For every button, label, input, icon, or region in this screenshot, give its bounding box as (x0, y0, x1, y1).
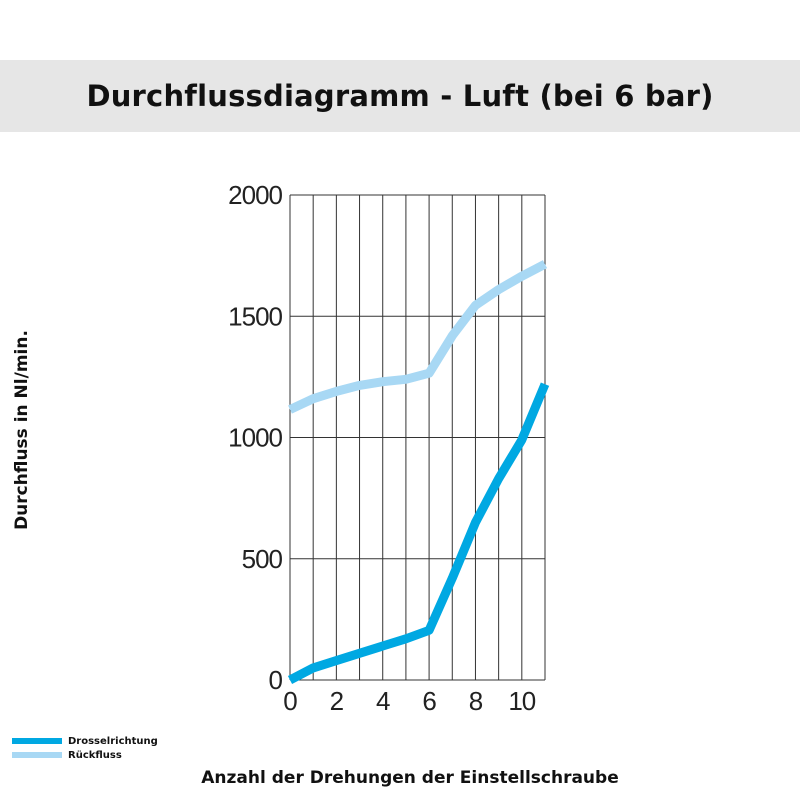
y-tick-label: 1000 (228, 423, 282, 453)
y-tick-label: 0 (269, 665, 283, 695)
x-tick-label: 6 (422, 686, 436, 716)
y-tick-label: 2000 (228, 180, 282, 210)
legend: Drosselrichtung Rückfluss (12, 734, 158, 762)
chart-title: Durchflussdiagramm - Luft (bei 6 bar) (86, 79, 714, 113)
x-tick-label: 4 (376, 686, 390, 716)
x-tick-label: 2 (330, 686, 344, 716)
title-bar: Durchflussdiagramm - Luft (bei 6 bar) (0, 60, 800, 132)
legend-label-drosselrichtung: Drosselrichtung (68, 735, 158, 747)
series-line-drosselrichtung (287, 382, 550, 684)
series-line-rueckfluss (288, 260, 548, 414)
legend-swatch-drosselrichtung (12, 738, 62, 744)
y-tick-label: 1500 (228, 301, 282, 331)
y-tick-label: 500 (242, 544, 283, 574)
legend-item-rueckfluss: Rückfluss (12, 748, 158, 762)
x-tick-label: 10 (508, 686, 535, 716)
legend-label-rueckfluss: Rückfluss (68, 749, 122, 761)
legend-swatch-rueckfluss (12, 752, 62, 758)
x-axis-label: Anzahl der Drehungen der Einstellschraub… (201, 768, 619, 788)
x-tick-label: 8 (469, 686, 483, 716)
legend-item-drosselrichtung: Drosselrichtung (12, 734, 158, 748)
y-axis-label: Durchfluss in Nl/min. (12, 330, 32, 530)
x-tick-label: 0 (283, 686, 297, 716)
